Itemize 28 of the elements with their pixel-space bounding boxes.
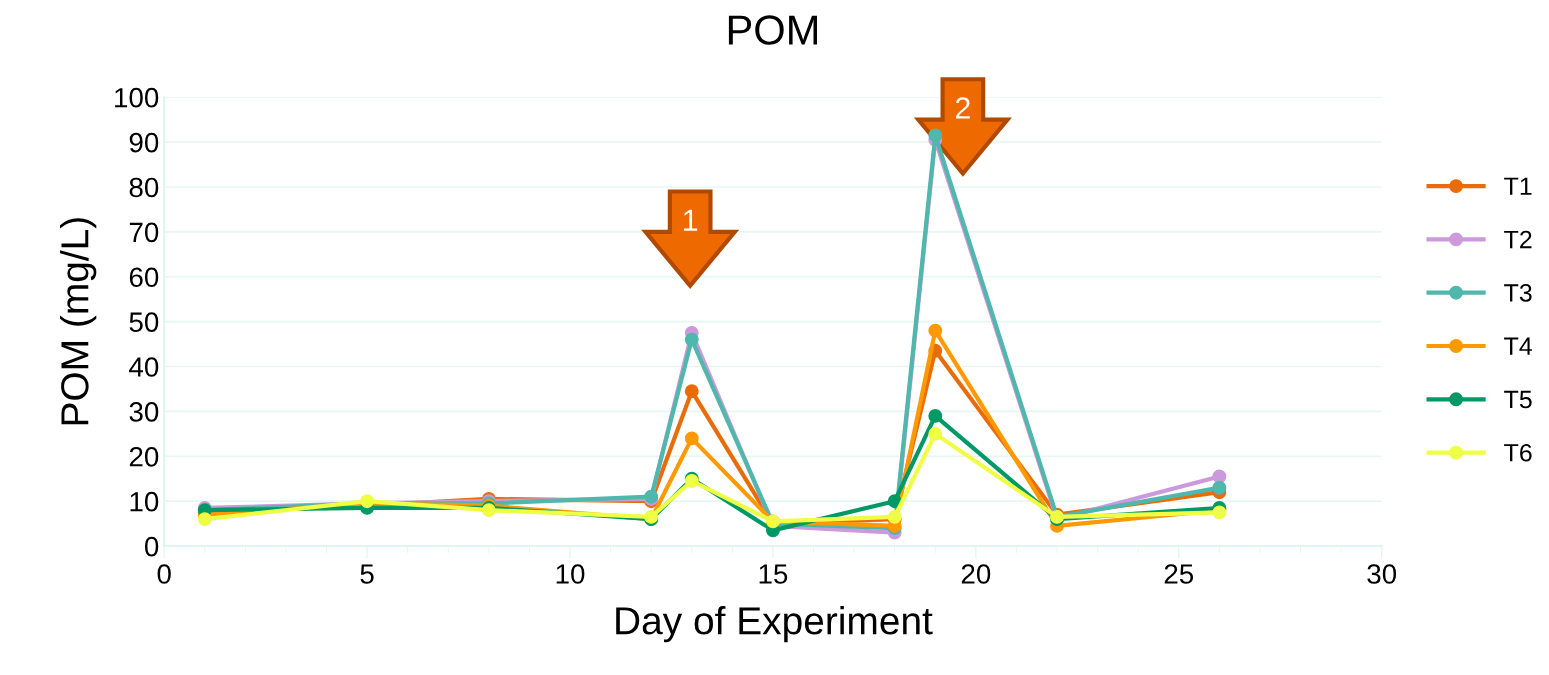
y-tick-label: 50 — [129, 312, 159, 332]
chart-title: POM — [728, 15, 817, 45]
y-tick-label: 0 — [144, 536, 159, 557]
y-axis-title: POM (mg/L) — [60, 218, 97, 425]
annotation: 1 — [683, 209, 698, 231]
y-tick-label: 70 — [129, 222, 159, 243]
x-tick-label: 15 — [759, 564, 788, 584]
x-tick-label: 5 — [360, 564, 374, 584]
y-tick-label: 40 — [129, 357, 159, 377]
legend-label: T6 — [1504, 443, 1532, 462]
x-tick-label: 10 — [556, 564, 585, 584]
y-tick-label: 90 — [129, 132, 159, 153]
annotation: 2 — [955, 97, 970, 119]
y-tick-label: 20 — [129, 446, 159, 467]
y-tick-label: 60 — [129, 267, 159, 288]
legend-label: T2 — [1504, 230, 1532, 249]
legend-label: T1 — [1504, 177, 1532, 195]
x-tick-label: 20 — [961, 564, 991, 584]
legend-label: T5 — [1504, 390, 1532, 409]
legend-label: T4 — [1504, 337, 1532, 355]
y-tick-label: 100 — [115, 87, 159, 108]
y-tick-label: 30 — [129, 402, 159, 422]
y-tick-label: 80 — [129, 177, 159, 198]
x-tick-label: 25 — [1164, 564, 1194, 584]
x-tick-label: 30 — [1367, 564, 1397, 584]
legend-label: T3 — [1504, 283, 1532, 302]
y-tick-label: 10 — [130, 491, 159, 512]
x-axis-title: Day of Experiment — [616, 606, 933, 643]
